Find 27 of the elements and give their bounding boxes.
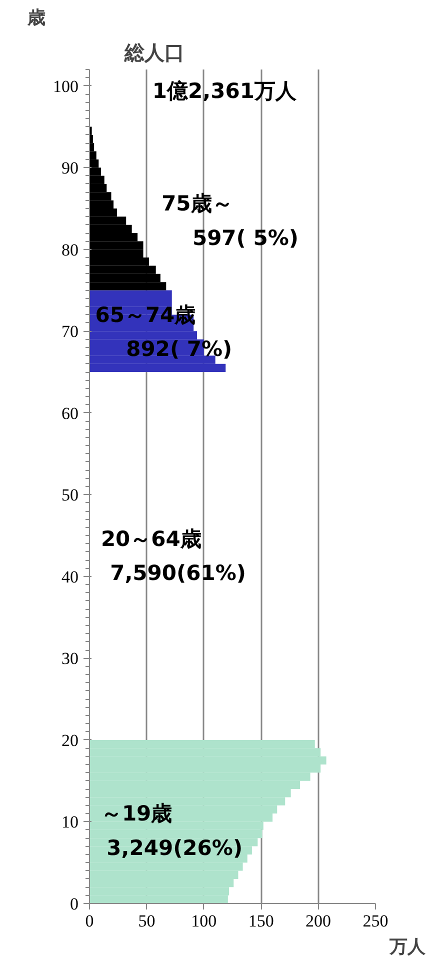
text: 総人口 (124, 40, 184, 64)
y-tick-label: 30 (62, 649, 78, 668)
x-tick-label: 250 (362, 912, 388, 930)
y-tick-label: 40 (62, 567, 78, 586)
annotation: 3,249(26%) (106, 836, 243, 860)
x-tick-label: 100 (191, 912, 217, 930)
y-tick-label: 20 (62, 730, 78, 750)
y-tick-label: 50 (62, 486, 78, 505)
y-tick-label: 0 (70, 894, 78, 914)
y-tick-label: 90 (62, 158, 78, 178)
y-tick-label: 70 (62, 322, 78, 342)
y-tick-label: 10 (62, 812, 78, 832)
y-axis-title: 歳 (26, 8, 46, 28)
annotation: 75歳～ (162, 192, 233, 216)
y-tick-label: 60 (62, 404, 78, 423)
annotation: 597( 5%) (192, 226, 298, 250)
y-tick-label: 100 (53, 76, 78, 96)
x-axis-title: 万人 (388, 936, 426, 958)
annotation: 20～64歳 (100, 526, 202, 551)
x-tick-label: 50 (138, 912, 156, 930)
annotation: ～19歳 (100, 802, 172, 826)
x-tick-label: 150 (248, 912, 274, 930)
y-tick-label: 80 (62, 240, 78, 260)
x-tick-label: 0 (85, 912, 94, 930)
annotation: 1億2,361万人 (152, 78, 298, 103)
x-tick-label: 200 (306, 912, 332, 930)
annotation: 7,590(61%) (110, 561, 246, 586)
